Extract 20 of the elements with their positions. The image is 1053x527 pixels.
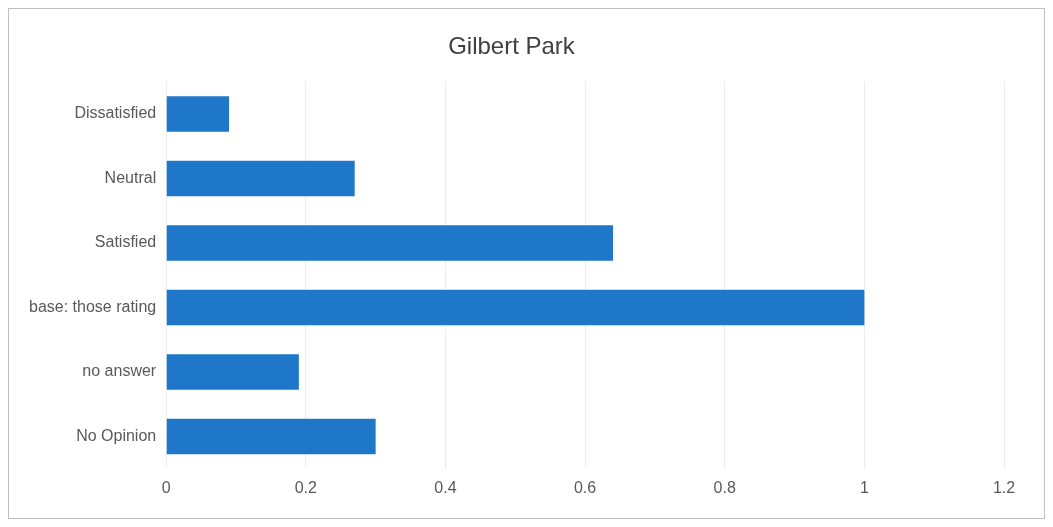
bar	[166, 225, 614, 261]
bar	[166, 418, 376, 455]
y-tick-label: base: those rating	[28, 297, 157, 315]
chart-title: Gilbert Park	[448, 32, 576, 60]
x-tick-label: 0.4	[434, 478, 457, 496]
x-tick-label: 0.6	[573, 478, 597, 496]
y-tick-label: Dissatisfied	[74, 104, 157, 122]
y-tick-label: Neutral	[104, 168, 157, 186]
x-tick-label: 0.8	[713, 478, 736, 496]
x-tick-label: 1	[859, 478, 869, 496]
y-tick-label: No Opinion	[76, 426, 157, 444]
x-tick-label: 0	[161, 478, 171, 496]
bar	[166, 96, 230, 132]
bar	[166, 289, 865, 326]
y-tick-label: no answer	[82, 362, 157, 380]
y-tick-label: Satisfied	[94, 233, 157, 251]
x-tick-label: 0.2	[294, 478, 318, 496]
bar	[166, 354, 299, 390]
x-tick-label: 1.2	[992, 478, 1016, 496]
bar	[166, 160, 355, 197]
